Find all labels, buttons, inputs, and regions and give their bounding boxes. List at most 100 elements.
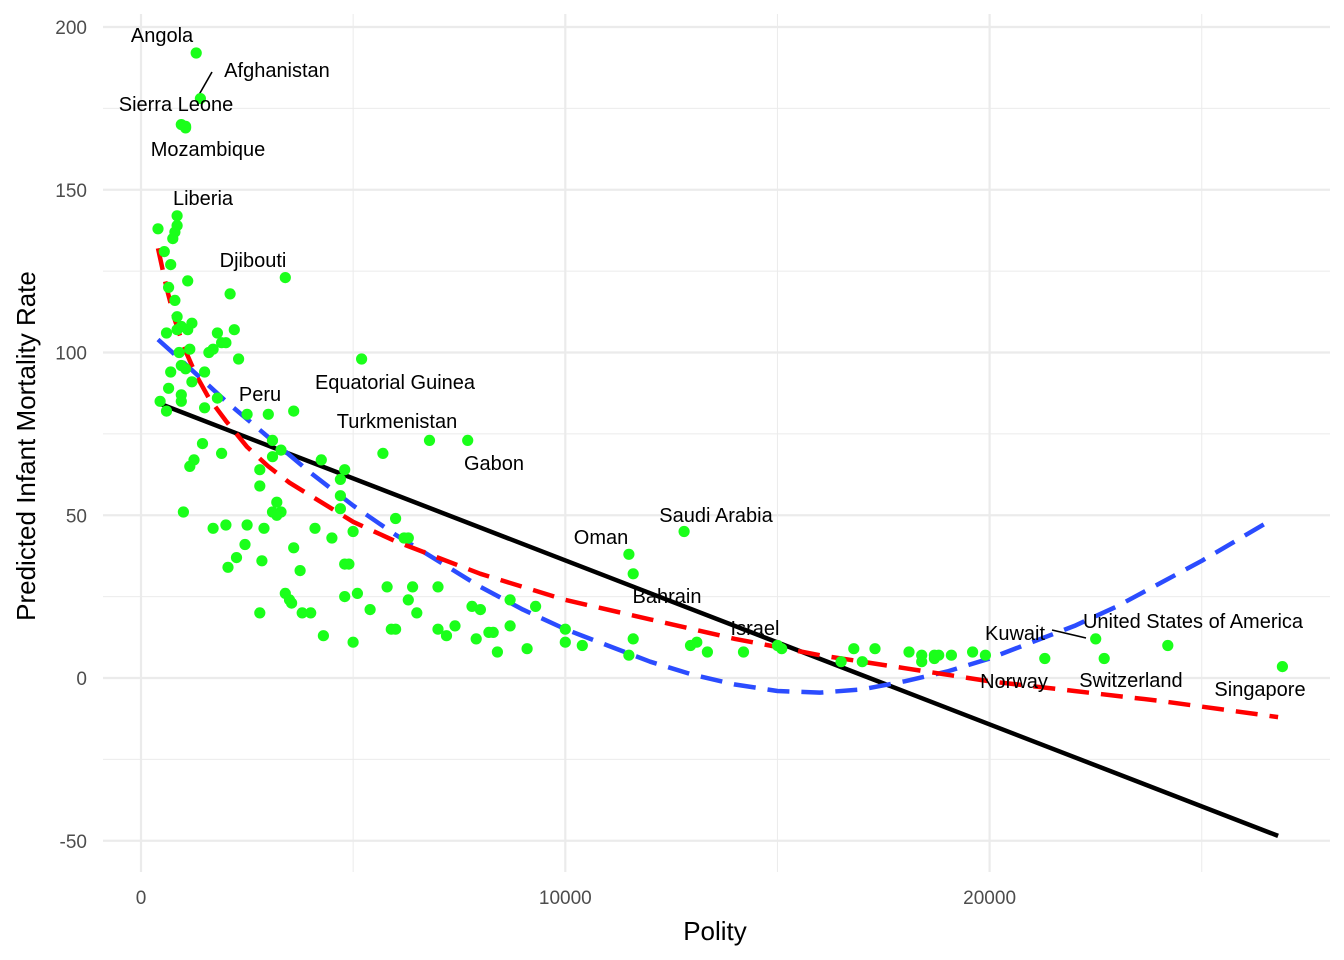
data-point — [175, 395, 187, 407]
data-point — [334, 490, 346, 502]
y-tick-label: 200 — [55, 18, 87, 39]
data-point — [258, 522, 270, 534]
data-points — [152, 47, 1288, 673]
y-tick-labels: -50 0 50 100 150 200 — [55, 18, 87, 853]
data-point — [220, 519, 232, 531]
log-fit-line — [155, 247, 1279, 720]
data-point — [967, 646, 979, 658]
data-point — [576, 639, 588, 652]
data-point — [160, 327, 173, 339]
data-point — [158, 246, 170, 258]
data-point — [239, 538, 251, 551]
label-connectors — [195, 71, 1087, 639]
data-point — [163, 281, 175, 293]
data-point — [184, 460, 196, 472]
data-point — [288, 405, 300, 417]
x-tick-label: 10000 — [539, 888, 592, 909]
data-point — [152, 223, 164, 235]
data-point — [504, 620, 516, 632]
data-point — [266, 434, 279, 446]
y-axis-title: Predicted Infant Mortality Rate — [11, 271, 41, 621]
data-point — [317, 630, 329, 642]
data-point — [1162, 639, 1174, 652]
point-label: Bahrain — [633, 586, 702, 608]
data-point — [254, 607, 266, 619]
data-point — [449, 620, 461, 632]
point-label: Gabon — [464, 453, 524, 475]
point-label: Oman — [574, 527, 628, 549]
data-point — [220, 337, 232, 349]
data-point — [254, 480, 266, 492]
data-point — [466, 600, 478, 613]
data-point — [182, 275, 194, 287]
data-point — [169, 294, 181, 306]
data-point — [160, 405, 173, 417]
data-point — [339, 591, 351, 603]
data-point — [1039, 652, 1051, 665]
data-point — [279, 272, 291, 284]
point-label: Saudi Arabia — [659, 505, 773, 527]
data-point — [180, 122, 192, 134]
data-point — [207, 522, 219, 534]
data-point — [315, 454, 327, 466]
data-point — [623, 548, 635, 560]
data-point — [211, 327, 223, 339]
data-point — [262, 408, 274, 420]
data-point — [1276, 661, 1288, 673]
quadratic-fit-line — [156, 337, 1276, 695]
point-label: Singapore — [1214, 679, 1305, 701]
data-point — [180, 363, 192, 375]
data-point — [184, 343, 196, 355]
data-point — [296, 607, 308, 619]
data-point — [199, 366, 211, 378]
data-point — [470, 633, 482, 645]
data-point — [254, 464, 266, 476]
data-point — [432, 581, 444, 593]
data-point — [230, 552, 243, 564]
data-point — [1090, 633, 1102, 645]
data-point — [474, 604, 486, 616]
point-label: Equatorial Guinea — [315, 372, 476, 394]
data-point — [203, 346, 215, 359]
data-point — [343, 558, 355, 570]
data-point — [559, 623, 571, 635]
major-gridlines — [103, 14, 1330, 872]
point-label: United States of America — [1083, 611, 1304, 633]
data-point — [390, 512, 402, 525]
data-point — [737, 646, 750, 658]
minor-gridlines — [103, 14, 1330, 872]
data-point — [623, 649, 635, 661]
data-point — [222, 561, 234, 573]
data-point — [309, 522, 321, 534]
point-label: Mozambique — [151, 139, 266, 161]
data-point — [334, 473, 346, 485]
data-point — [491, 646, 503, 658]
x-tick-labels: 0 10000 20000 — [136, 888, 1016, 909]
data-point — [869, 643, 881, 655]
data-point — [462, 434, 474, 446]
fit-lines — [155, 247, 1279, 838]
y-tick-label: 0 — [76, 669, 87, 690]
data-point — [504, 594, 516, 606]
data-point — [288, 542, 300, 554]
data-point — [339, 464, 351, 476]
data-point — [167, 233, 179, 245]
label-connector — [1051, 629, 1087, 639]
point-label: Angola — [131, 25, 194, 47]
data-point — [216, 447, 228, 459]
data-point — [432, 623, 444, 635]
data-point — [334, 503, 346, 515]
data-point — [835, 656, 847, 668]
y-tick-label: -50 — [60, 832, 87, 853]
data-point — [487, 626, 499, 639]
data-point — [933, 649, 945, 661]
data-point — [377, 447, 389, 459]
data-point — [190, 47, 202, 59]
data-point — [848, 643, 860, 655]
data-point — [165, 366, 177, 378]
data-point — [186, 317, 198, 329]
data-point — [241, 519, 253, 531]
data-point — [402, 594, 414, 606]
data-point — [271, 496, 283, 508]
